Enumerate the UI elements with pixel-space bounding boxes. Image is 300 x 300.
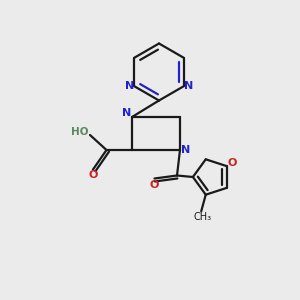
Text: O: O: [150, 180, 159, 190]
Text: N: N: [124, 81, 134, 91]
Text: N: N: [184, 81, 194, 91]
Text: O: O: [228, 158, 237, 168]
Text: N: N: [181, 145, 190, 155]
Text: O: O: [88, 169, 98, 180]
Text: N: N: [122, 108, 131, 118]
Text: CH₃: CH₃: [194, 212, 212, 222]
Text: HO: HO: [71, 127, 88, 137]
